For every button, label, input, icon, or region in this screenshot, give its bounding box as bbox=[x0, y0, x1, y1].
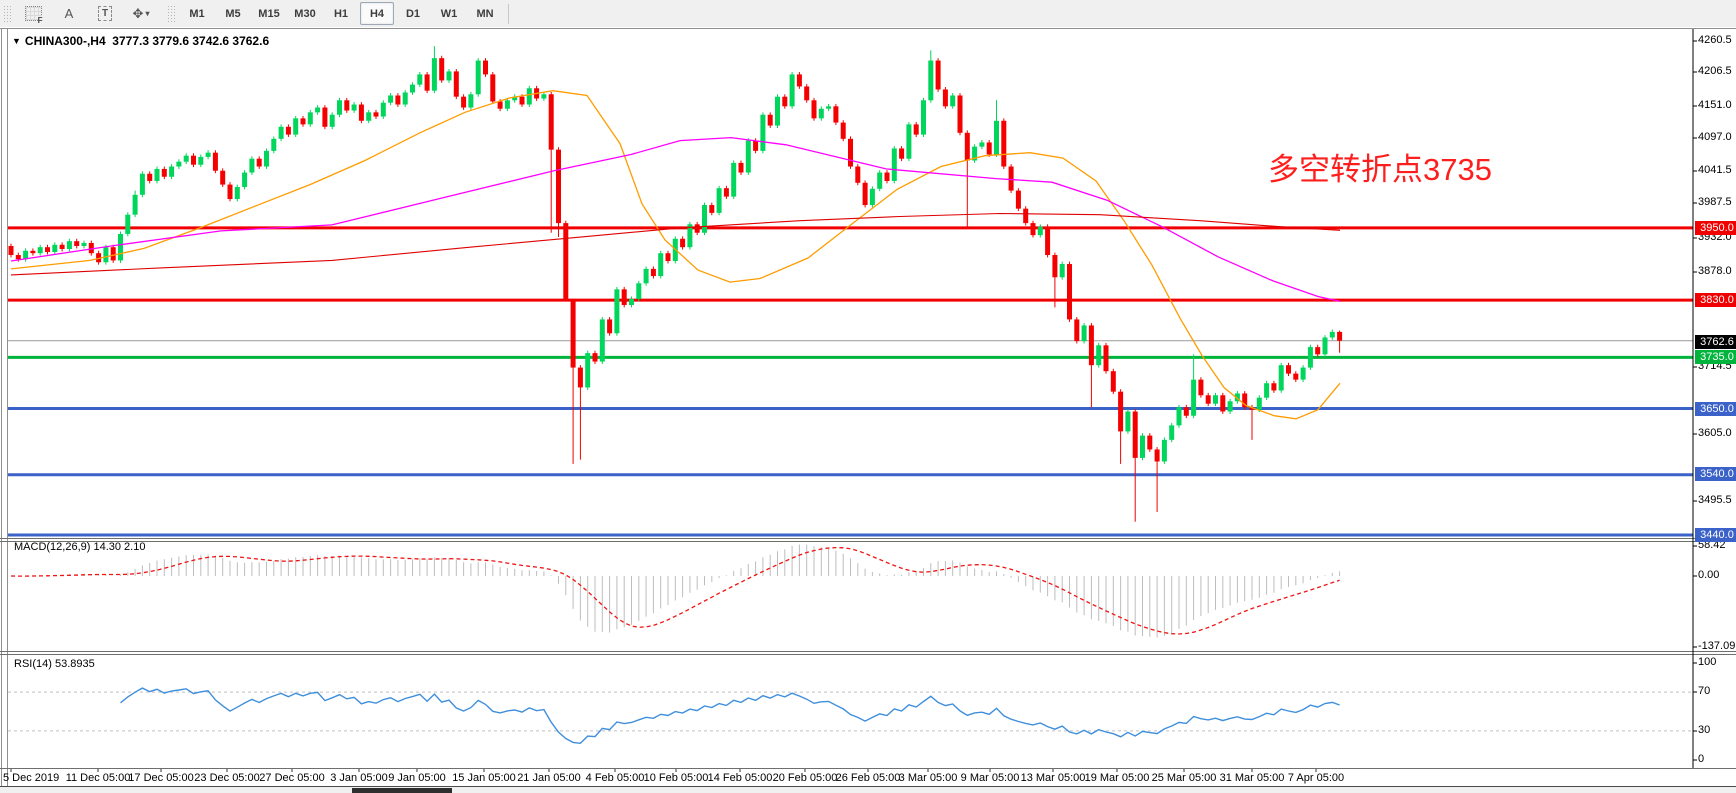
price-line-badge: 3440.0 bbox=[1695, 528, 1736, 542]
grid-glyph: F bbox=[24, 6, 43, 25]
text-a-icon[interactable]: A bbox=[64, 6, 74, 21]
price-axis-label: 4206.5 bbox=[1698, 65, 1732, 77]
date-axis-label: 26 Feb 05:00 bbox=[835, 772, 901, 784]
date-axis-label: 25 Mar 05:00 bbox=[1151, 772, 1217, 784]
price-line-badge: 3540.0 bbox=[1695, 467, 1736, 481]
scrollbar-thumb[interactable] bbox=[352, 788, 452, 793]
timeframe-button-m30[interactable]: M30 bbox=[294, 7, 316, 20]
price-line-badge: 3830.0 bbox=[1695, 293, 1736, 307]
splitter-main-macd-b[interactable] bbox=[0, 541, 1736, 542]
date-axis-label: 23 Dec 05:00 bbox=[194, 772, 260, 784]
price-line-badge: 3650.0 bbox=[1695, 402, 1736, 416]
rsi-axis-label: 0 bbox=[1698, 753, 1705, 765]
frame-left-inner bbox=[7, 28, 8, 792]
price-line-badge: 3950.0 bbox=[1695, 221, 1736, 235]
chevron-down-icon[interactable]: ▼ bbox=[12, 36, 21, 46]
price-axis-label: 4097.0 bbox=[1698, 131, 1732, 143]
date-axis-label: 11 Dec 05:00 bbox=[65, 772, 131, 784]
rsi-axis-label: 70 bbox=[1698, 685, 1711, 697]
rsi-axis-label: 30 bbox=[1698, 724, 1711, 736]
splitter-macd-rsi-b[interactable] bbox=[0, 654, 1736, 655]
chart-title-ohlc: 3777.3 3779.6 3742.6 3762.6 bbox=[112, 34, 270, 48]
toolbar-drag-handle-2[interactable] bbox=[167, 4, 175, 23]
price-line-badge: 3735.0 bbox=[1695, 350, 1736, 364]
frame-top bbox=[0, 28, 1736, 29]
timeframe-button-w1[interactable]: W1 bbox=[440, 7, 458, 20]
date-axis-label: 3 Mar 05:00 bbox=[898, 772, 958, 784]
date-axis-label: 4 Feb 05:00 bbox=[585, 772, 645, 784]
symbols-grid-icon[interactable]: F bbox=[16, 2, 50, 25]
timeframe-button-h1[interactable]: H1 bbox=[333, 7, 349, 20]
splitter-main-macd-a[interactable] bbox=[0, 538, 1736, 539]
macd-indicator-label: MACD(12,26,9) 14.30 2.10 bbox=[14, 541, 146, 553]
price-axis-label: 3495.5 bbox=[1698, 494, 1732, 506]
date-axis-label: 21 Jan 05:00 bbox=[517, 772, 581, 784]
price-axis-label: 4041.5 bbox=[1698, 164, 1732, 176]
date-axis-label: 7 Apr 05:00 bbox=[1287, 772, 1345, 784]
date-axis-label: 20 Feb 05:00 bbox=[772, 772, 838, 784]
cursor-arrows-icon[interactable]: ✥ ▾ bbox=[132, 5, 150, 21]
date-axis-label: 10 Feb 05:00 bbox=[643, 772, 709, 784]
splitter-macd-rsi-a[interactable] bbox=[0, 651, 1736, 652]
text-label-icon[interactable]: T bbox=[88, 2, 122, 25]
price-line-badge: 3762.6 bbox=[1695, 335, 1736, 349]
rsi-indicator-label: RSI(14) 53.8935 bbox=[14, 658, 95, 670]
frame-left-outer bbox=[1, 28, 2, 792]
price-axis-label: 3878.0 bbox=[1698, 265, 1732, 277]
chart-annotation-text: 多空转折点3735 bbox=[1268, 152, 1492, 187]
date-axis-label: 9 Jan 05:00 bbox=[388, 772, 446, 784]
date-axis-label: 19 Mar 05:00 bbox=[1084, 772, 1150, 784]
timeframe-button-d1[interactable]: D1 bbox=[405, 7, 421, 20]
timeframe-button-h4[interactable]: H4 bbox=[360, 2, 394, 25]
price-axis-label: 4260.5 bbox=[1698, 34, 1732, 46]
horizontal-scrollbar[interactable] bbox=[0, 786, 1736, 793]
panel-bottom-border bbox=[0, 768, 1736, 769]
price-axis-label: 3987.5 bbox=[1698, 196, 1732, 208]
date-axis-label: 17 Dec 05:00 bbox=[128, 772, 194, 784]
date-axis-label: 27 Dec 05:00 bbox=[259, 772, 325, 784]
timeframe-button-mn[interactable]: MN bbox=[476, 7, 494, 20]
toolbar-separator bbox=[508, 3, 509, 24]
date-axis-label: 5 Dec 2019 bbox=[3, 772, 60, 784]
price-axis-label: 3605.0 bbox=[1698, 427, 1732, 439]
rsi-axis-label: 100 bbox=[1698, 656, 1717, 668]
date-axis-label: 15 Jan 05:00 bbox=[452, 772, 516, 784]
date-axis-label: 14 Feb 05:00 bbox=[707, 772, 773, 784]
date-axis-label: 9 Mar 05:00 bbox=[960, 772, 1020, 784]
timeframe-button-m1[interactable]: M1 bbox=[189, 7, 205, 20]
toolbar-drag-handle[interactable] bbox=[3, 4, 11, 23]
macd-axis-label: 0.00 bbox=[1698, 569, 1720, 581]
timeframe-button-m15[interactable]: M15 bbox=[258, 7, 280, 20]
date-axis-label: 31 Mar 05:00 bbox=[1219, 772, 1285, 784]
date-axis-label: 13 Mar 05:00 bbox=[1020, 772, 1086, 784]
timeframe-button-m5[interactable]: M5 bbox=[225, 7, 241, 20]
price-axis-label: 4151.0 bbox=[1698, 99, 1732, 111]
timeframe-button-group: M1 M5 M15 M30 H1 H4 D1 W1 MN bbox=[179, 2, 503, 25]
macd-axis-label: 58.42 bbox=[1698, 539, 1726, 551]
macd-axis-label: -137.09 bbox=[1698, 640, 1736, 652]
date-axis-label: 3 Jan 05:00 bbox=[330, 772, 388, 784]
chart-title: ▼ CHINA300-,H4 3777.3 3779.6 3742.6 3762.… bbox=[12, 34, 270, 48]
